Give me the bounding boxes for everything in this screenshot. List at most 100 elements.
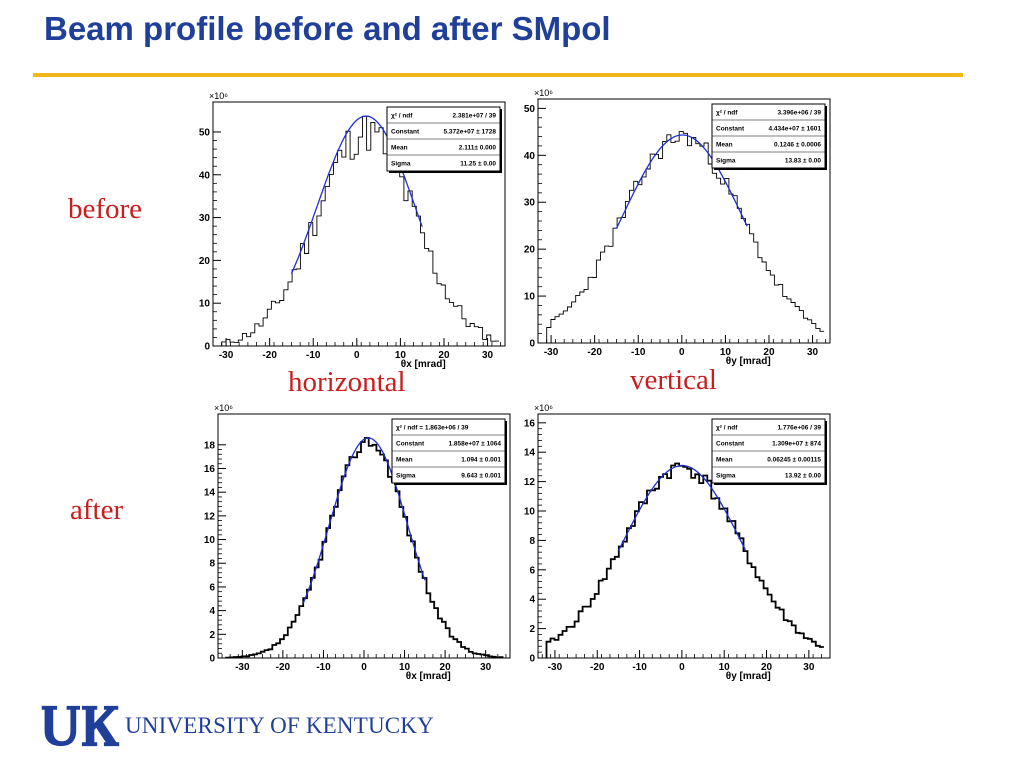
y-tick-label: 0 xyxy=(529,654,535,665)
stats-param-value: 2.381e+07 / 39 xyxy=(452,112,496,119)
stats-param-name: Sigma xyxy=(391,160,411,167)
histogram-after-horizontal: ×10⁶ 0 2 4 6 8 10 12 14 16 18 -30 -20 -10 0 10 20 30 θx [m… xyxy=(204,403,511,682)
y-tick-label: 40 xyxy=(199,170,211,181)
stats-param-name: Sigma xyxy=(396,472,416,479)
x-tick-label: 0 xyxy=(361,662,367,673)
slide-title: Beam profile before and after SMpol xyxy=(44,10,611,47)
x-axis-label: θx [mrad] xyxy=(406,671,451,682)
histogram-line xyxy=(545,462,824,658)
stats-param-name: Mean xyxy=(716,141,733,148)
stats-param-name: χ² / ndf xyxy=(391,112,413,119)
plot-frame xyxy=(217,413,511,659)
gaussian-fit-curve xyxy=(615,134,748,229)
y-tick-label: 0 xyxy=(529,339,535,350)
stats-param-value: 11.25 ± 0.00 xyxy=(460,160,496,167)
x-tick-label: -30 xyxy=(235,662,250,673)
y-tick-label: 14 xyxy=(204,488,216,499)
row-label-after: after xyxy=(70,494,124,526)
y-tick-label: 4 xyxy=(209,606,215,617)
x-tick-label: 30 xyxy=(480,662,492,673)
stats-param-name: Sigma xyxy=(716,472,736,479)
stats-param-value: 5.372e+07 ± 1728 xyxy=(443,128,496,135)
axis-exponent: ×10⁶ xyxy=(534,403,553,413)
x-tick-label: -10 xyxy=(316,662,331,673)
stats-param-value: 9.643 ± 0.001 xyxy=(461,472,501,479)
histogram-line xyxy=(546,131,825,343)
x-tick-label: -20 xyxy=(590,662,605,673)
y-tick-label: 20 xyxy=(524,245,536,256)
x-tick-label: -20 xyxy=(587,347,602,358)
x-tick-label: -10 xyxy=(632,662,647,673)
gaussian-fit-curve xyxy=(617,464,746,552)
stats-param-value: 13.83 ± 0.00 xyxy=(785,157,821,164)
histogram-line xyxy=(225,437,504,659)
x-tick-label: -10 xyxy=(631,347,646,358)
stats-param-value: 0.1246 ± 0.0006 xyxy=(774,141,821,148)
histogram-line xyxy=(221,115,500,346)
stats-param-name: Mean xyxy=(396,456,413,463)
x-tick-label: -10 xyxy=(306,350,321,361)
x-tick-label: -20 xyxy=(262,350,277,361)
y-tick-label: 10 xyxy=(524,507,536,518)
y-tick-label: 30 xyxy=(199,213,211,224)
x-tick-label: 30 xyxy=(482,350,494,361)
x-tick-label: 0 xyxy=(679,347,685,358)
y-tick-label: 30 xyxy=(524,198,536,209)
y-tick-label: 18 xyxy=(204,440,216,451)
x-tick-label: 20 xyxy=(761,662,773,673)
y-tick-label: 16 xyxy=(204,464,216,475)
x-axis-label: θy [mrad] xyxy=(726,356,771,367)
stats-param-value: 1.309e+07 ± 874 xyxy=(772,440,821,447)
axis-exponent: ×10⁶ xyxy=(209,91,228,101)
stats-param-value: 3.396e+06 / 39 xyxy=(777,109,821,116)
x-tick-label: -30 xyxy=(219,350,234,361)
stats-param-name: Constant xyxy=(716,125,745,132)
stats-param-value: 1.858e+07 ± 1064 xyxy=(448,440,501,447)
x-tick-label: 30 xyxy=(803,662,815,673)
x-tick-label: 10 xyxy=(395,350,407,361)
stats-param-value: 2.111± 0.000 xyxy=(459,144,497,151)
y-tick-label: 0 xyxy=(209,654,215,665)
y-tick-label: 12 xyxy=(204,511,216,522)
stats-param-name: χ² / ndf xyxy=(716,109,738,116)
y-tick-label: 10 xyxy=(524,292,536,303)
y-tick-label: 2 xyxy=(529,624,535,635)
x-tick-label: 10 xyxy=(720,347,732,358)
histogram-before-horizontal: ×10⁶ 0 10 20 30 40 50 -30 -20 -10 0 10 20 30 θx [mrad]… xyxy=(199,91,506,370)
title-underline xyxy=(33,73,963,77)
x-tick-label: 20 xyxy=(763,347,775,358)
gaussian-fit-curve xyxy=(302,437,426,604)
stats-param-value: 4.434e+07 ± 1601 xyxy=(768,125,821,132)
y-tick-label: 6 xyxy=(529,565,535,576)
y-tick-label: 16 xyxy=(524,418,536,429)
stats-param-value: 0.06245 ± 0.00115 xyxy=(767,456,821,463)
y-tick-label: 50 xyxy=(524,104,536,115)
stats-param-name: χ² / ndf = 1.863e+06 / 39 xyxy=(396,424,469,431)
y-tick-label: 4 xyxy=(529,595,535,606)
uk-logo-icon xyxy=(41,705,120,747)
x-tick-label: 0 xyxy=(679,662,685,673)
x-tick-label: -20 xyxy=(276,662,291,673)
column-label-vertical: vertical xyxy=(630,364,717,396)
y-tick-label: 10 xyxy=(204,535,216,546)
stats-param-name: χ² / ndf xyxy=(716,424,738,431)
x-tick-label: 0 xyxy=(354,350,360,361)
y-tick-label: 10 xyxy=(199,299,211,310)
stats-param-value: 1.776e+06 / 39 xyxy=(777,424,821,431)
stats-param-name: Mean xyxy=(716,456,733,463)
y-tick-label: 50 xyxy=(199,127,211,138)
x-tick-label: 10 xyxy=(399,662,411,673)
university-name: UNIVERSITY OF KENTUCKY xyxy=(125,713,434,738)
stats-param-name: Constant xyxy=(716,440,745,447)
row-label-before: before xyxy=(68,193,143,225)
y-tick-label: 12 xyxy=(524,477,536,488)
y-tick-label: 20 xyxy=(199,256,211,267)
x-axis-label: θx [mrad] xyxy=(401,359,446,370)
x-tick-label: 30 xyxy=(807,347,819,358)
stats-param-name: Constant xyxy=(391,128,420,135)
stats-param-value: 13.92 ± 0.00 xyxy=(785,472,821,479)
y-tick-label: 8 xyxy=(529,536,535,547)
x-tick-label: 10 xyxy=(719,662,731,673)
x-tick-label: -30 xyxy=(548,662,563,673)
stats-param-name: Mean xyxy=(391,144,408,151)
